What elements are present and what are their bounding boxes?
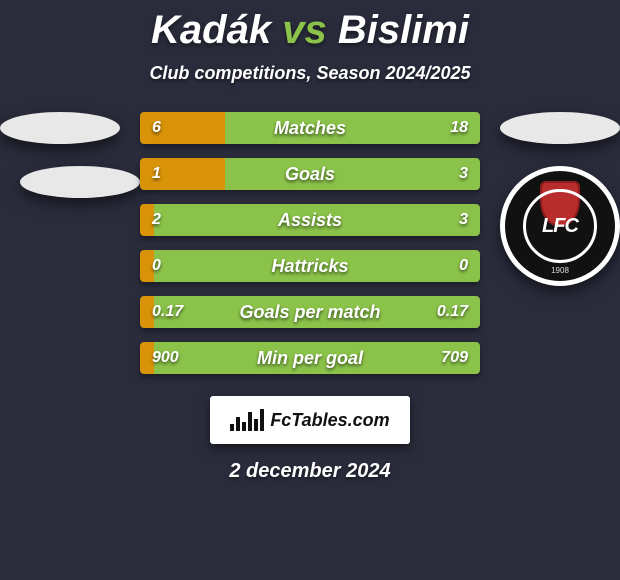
stat-row: 2 3 Assists: [140, 204, 480, 236]
stat-right-value: 0.17: [437, 296, 468, 328]
stat-label: Min per goal: [257, 342, 363, 374]
team-monogram: LFC: [523, 189, 597, 263]
stat-label: Assists: [278, 204, 342, 236]
stat-left-value: 0.17: [152, 296, 183, 328]
bar-chart-icon: [230, 409, 264, 431]
fctables-watermark: FcTables.com: [210, 396, 410, 444]
stat-left-value: 2: [152, 204, 161, 236]
player1-name: Kadák: [151, 8, 271, 52]
bar-icon-segment: [230, 424, 234, 431]
snapshot-date: 2 december 2024: [0, 460, 620, 483]
bar-icon-segment: [236, 417, 240, 431]
stat-left-value: 1: [152, 158, 161, 190]
player2-avatar-group: LFC 1908: [500, 112, 620, 286]
stat-right-value: 3: [459, 204, 468, 236]
content-area: LFC 1908 6 18 Matches 1 3 Goals 2 3 Assists 0 0 Hat…: [0, 112, 620, 374]
stat-row: 0 0 Hattricks: [140, 250, 480, 282]
stat-left-value: 6: [152, 112, 161, 144]
bar-icon-segment: [260, 409, 264, 431]
player2-avatar: [500, 112, 620, 144]
stat-right-value: 18: [450, 112, 468, 144]
stat-right-value: 0: [459, 250, 468, 282]
stat-row: 0.17 0.17 Goals per match: [140, 296, 480, 328]
player1-avatar: [0, 112, 120, 144]
vs-label: vs: [282, 8, 327, 52]
stats-bars: 6 18 Matches 1 3 Goals 2 3 Assists 0 0 Hattricks 0.1…: [140, 112, 480, 374]
stat-bar-right: [225, 158, 480, 190]
comparison-title: Kadák vs Bislimi: [0, 0, 620, 53]
stat-left-value: 0: [152, 250, 161, 282]
player1-avatar-group: [0, 112, 140, 220]
stat-label: Goals: [285, 158, 335, 190]
bar-icon-segment: [254, 419, 258, 431]
season-subtitle: Club competitions, Season 2024/2025: [0, 63, 620, 84]
stat-label: Hattricks: [271, 250, 348, 282]
stat-label: Goals per match: [239, 296, 380, 328]
stat-label: Matches: [274, 112, 346, 144]
player2-team-badge: LFC 1908: [500, 166, 620, 286]
stat-row: 1 3 Goals: [140, 158, 480, 190]
bar-icon-segment: [242, 422, 246, 431]
stat-bar-right: [225, 112, 480, 144]
fctables-label: FcTables.com: [270, 410, 389, 431]
stat-right-value: 709: [441, 342, 468, 374]
stat-left-value: 900: [152, 342, 179, 374]
bar-icon-segment: [248, 412, 252, 431]
stat-row: 900 709 Min per goal: [140, 342, 480, 374]
player1-team-avatar: [20, 166, 140, 198]
stat-right-value: 3: [459, 158, 468, 190]
team-year: 1908: [551, 266, 569, 275]
player2-name: Bislimi: [338, 8, 469, 52]
stat-row: 6 18 Matches: [140, 112, 480, 144]
